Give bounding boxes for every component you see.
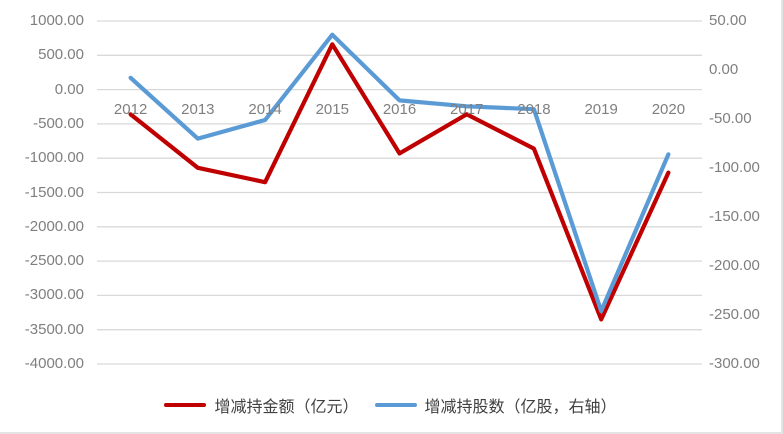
x-axis-year-label: 2020 [651,100,686,118]
right-axis-tick-label: -250.00 [709,306,760,323]
series-line-amount [128,42,671,322]
x-axis-year-label: 2015 [315,100,349,118]
right-axis-tick-label: -100.00 [709,159,760,176]
blue-line-swatch-icon [374,402,417,408]
right-axis-tick-label: -300.00 [709,355,760,372]
legend-label-shares: 增减持股数（亿股，右轴） [424,399,617,416]
left-axis-tick-label: -1500.00 [24,183,84,201]
left-axis-tick-label: -3500.00 [24,320,84,338]
left-axis-tick-label: 0.00 [54,80,84,98]
x-axis-year-label: 2018 [517,100,551,118]
left-axis-tick-label: 1000.00 [29,12,84,29]
left-axis-tick-label: 500.00 [38,46,84,64]
series-line-shares [128,32,671,314]
legend: 增减持金额（亿元） 增减持股数（亿股，右轴） [0,392,781,418]
left-axis-tick-label: -4000.00 [24,355,84,372]
red-line-swatch-icon [164,402,207,408]
legend-label-amount: 增减持金额（亿元） [214,399,359,416]
x-axis-year-label: 2016 [382,100,417,118]
x-axis-year-label: 2019 [584,100,618,118]
left-axis-tick-label: -500.00 [33,114,84,132]
left-axis-tick-label: -1000.00 [24,149,84,167]
x-axis-year-label: 2017 [450,100,484,118]
legend-item-shares: 增减持股数（亿股，右轴） [374,393,617,417]
right-axis-tick-label: -150.00 [709,208,760,225]
left-axis-tick-label: -2000.00 [24,217,84,235]
left-axis-tick-label: -3000.00 [24,286,84,304]
x-axis-year-label: 2014 [248,100,282,118]
right-axis-tick-label: 0.00 [709,61,739,78]
x-axis-year-label: 2012 [113,100,148,118]
left-axis-tick-label: -2500.00 [24,252,84,270]
right-axis-tick-label: 50.00 [709,12,747,29]
legend-item-amount: 增减持金额（亿元） [164,393,359,417]
right-axis-tick-label: -50.00 [709,110,752,127]
x-axis-year-label: 2013 [181,100,215,118]
right-axis-tick-label: -200.00 [709,257,760,274]
